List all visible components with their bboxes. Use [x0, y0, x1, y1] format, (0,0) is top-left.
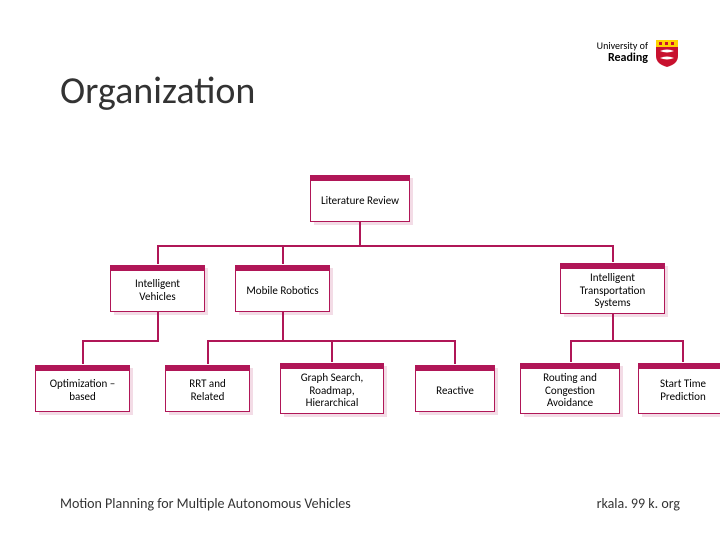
logo-line2: Reading	[597, 52, 648, 65]
node-start: Start Time Prediction	[638, 368, 720, 414]
node-iv: Intelligent Vehicles	[110, 270, 205, 312]
footer-right: rkala. 99 k. org	[597, 495, 680, 512]
connector	[682, 340, 684, 362]
node-root: Literature Review	[310, 180, 410, 222]
connector	[157, 312, 159, 340]
page-title: Organization	[60, 68, 255, 114]
node-graph: Graph Search, Roadmap, Hierarchical	[280, 368, 384, 414]
footer-left: Motion Planning for Multiple Autonomous …	[60, 495, 351, 512]
connector	[612, 245, 614, 262]
node-react: Reactive	[415, 370, 495, 412]
connector	[331, 340, 333, 362]
connector	[612, 314, 614, 340]
connector	[454, 340, 456, 364]
connector	[82, 340, 84, 364]
node-route: Routing and Congestion Avoidance	[520, 368, 620, 414]
connector	[157, 245, 159, 264]
node-mr: Mobile Robotics	[235, 270, 330, 312]
connector	[570, 340, 684, 342]
logo-text: University of Reading	[597, 41, 648, 64]
connector	[157, 245, 613, 247]
connector	[282, 245, 284, 264]
connector	[282, 312, 284, 340]
connector	[82, 340, 159, 342]
connector	[359, 222, 361, 245]
shield-icon	[654, 38, 680, 68]
node-rrt: RRT and Related	[165, 370, 250, 412]
connector	[207, 340, 209, 364]
university-logo: University of Reading	[597, 38, 680, 68]
node-opt: Optimization – based	[35, 370, 130, 412]
org-chart: Literature Review Intelligent Vehicles Mob…	[30, 160, 690, 450]
connector	[570, 340, 572, 362]
node-its: Intelligent Transportation Systems	[560, 268, 665, 314]
